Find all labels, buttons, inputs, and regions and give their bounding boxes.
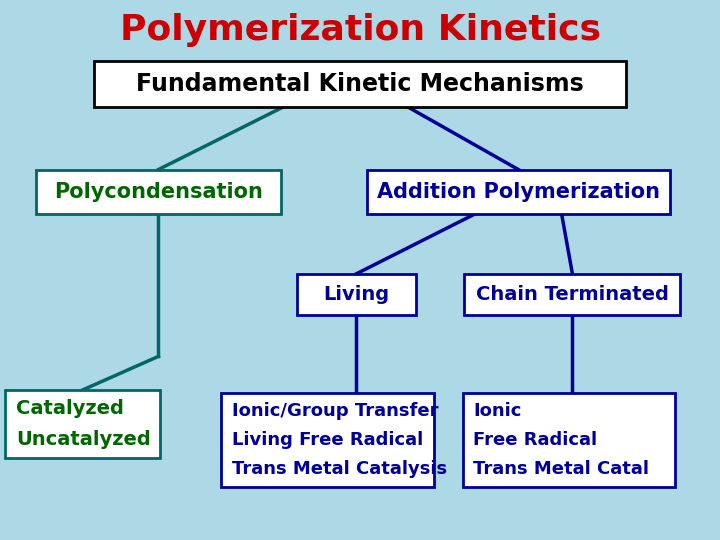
Text: Polymerization Kinetics: Polymerization Kinetics (120, 13, 600, 46)
Text: Ionic
Free Radical
Trans Metal Catal: Ionic Free Radical Trans Metal Catal (474, 402, 649, 478)
Text: Polycondensation: Polycondensation (54, 181, 263, 202)
FancyBboxPatch shape (367, 170, 670, 214)
FancyBboxPatch shape (222, 393, 433, 487)
Text: Catalyzed
Uncatalyzed: Catalyzed Uncatalyzed (17, 399, 151, 449)
Text: Living: Living (323, 285, 390, 304)
Text: Fundamental Kinetic Mechanisms: Fundamental Kinetic Mechanisms (136, 72, 584, 96)
FancyBboxPatch shape (36, 170, 281, 214)
Text: Chain Terminated: Chain Terminated (476, 285, 669, 304)
FancyBboxPatch shape (297, 274, 416, 314)
FancyBboxPatch shape (464, 274, 680, 314)
FancyBboxPatch shape (6, 390, 160, 458)
Text: Ionic/Group Transfer
Living Free Radical
Trans Metal Catalysis: Ionic/Group Transfer Living Free Radical… (232, 402, 447, 478)
Text: Addition Polymerization: Addition Polymerization (377, 181, 660, 202)
FancyBboxPatch shape (94, 60, 626, 106)
FancyBboxPatch shape (463, 393, 675, 487)
